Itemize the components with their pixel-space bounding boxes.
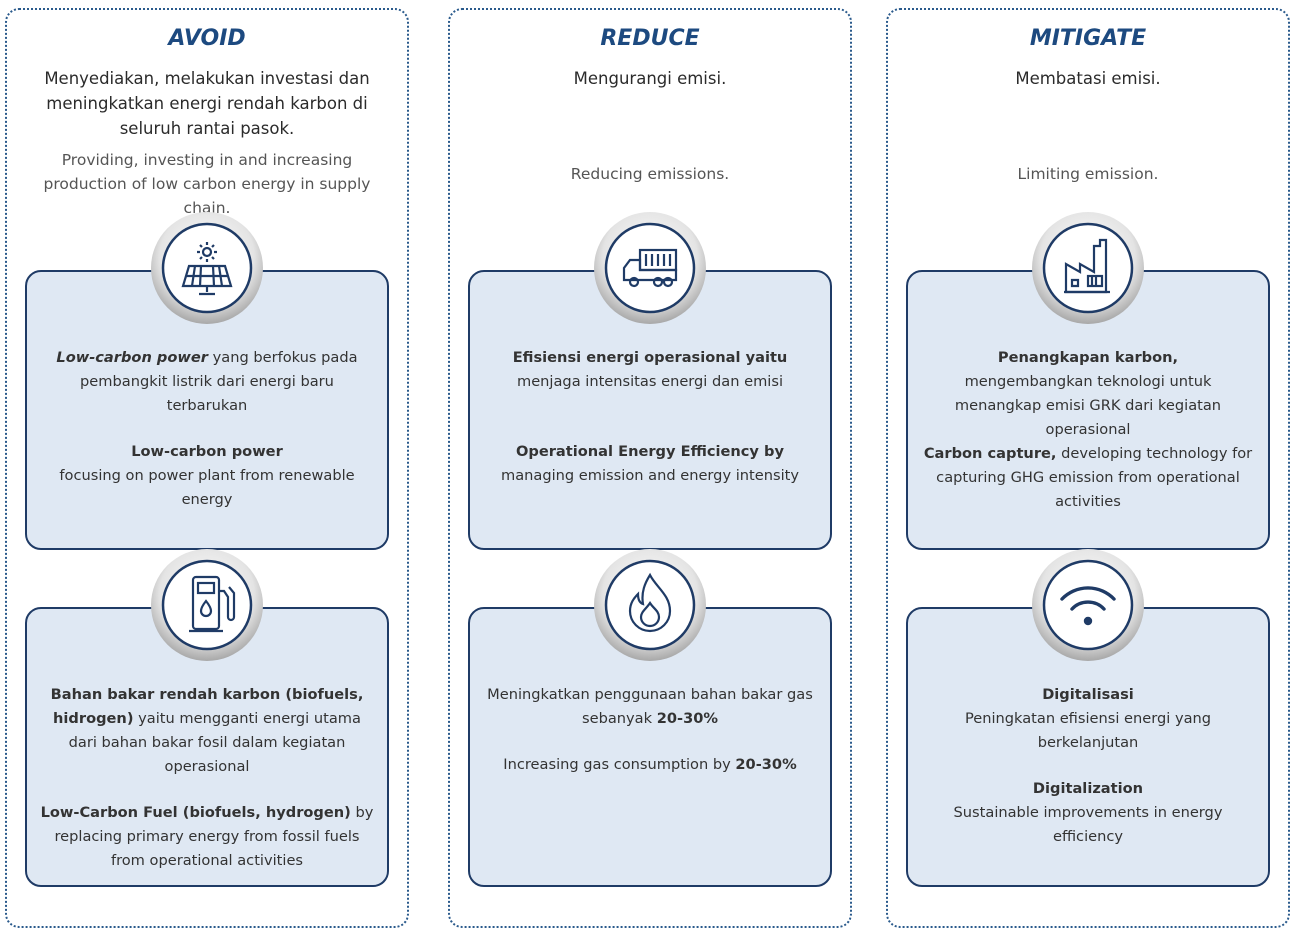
- card-paragraph: Increasing gas consumption by 20-30%: [482, 753, 818, 777]
- text-run: menjaga intensitas energi dan emisi: [516, 373, 783, 390]
- text-run: yaitu mengganti energi utama dari bahan …: [68, 710, 361, 775]
- icon: [594, 212, 706, 324]
- text-run: Efisiensi energi operasional yaitu: [512, 349, 788, 366]
- description-en: Providing, investing in and increasing p…: [43, 151, 371, 217]
- text-run: Sustainable improvements in energy effic…: [953, 804, 1223, 845]
- text-run: Operational Energy Efficiency by: [515, 443, 784, 460]
- card-paragraph: Low-carbon power yang berfokus pada pemb…: [39, 346, 375, 418]
- text-run: Digitalisasi: [1042, 686, 1134, 703]
- text-run: Low-carbon power: [131, 443, 283, 460]
- column-title: MITIGATE: [1029, 26, 1147, 51]
- text-run: Low-carbon power: [56, 349, 208, 366]
- description-id: Menyediakan, melakukan investasi dan men…: [44, 69, 370, 138]
- text-run: by replacing primary energy from fossil …: [54, 804, 374, 869]
- icon: [1032, 549, 1144, 661]
- text-run: Increasing gas consumption by: [503, 756, 736, 773]
- card-paragraph: Carbon capture, developing technology fo…: [920, 442, 1256, 514]
- text-run: developing technology for capturing GHG …: [936, 445, 1253, 510]
- card: Efisiensi energi operasional yaitu menja…: [468, 212, 832, 550]
- text-run: Digitalization: [1032, 780, 1144, 797]
- column: MITIGATE Membatasi emisi. Limiting emissio…: [886, 8, 1290, 928]
- icon: [1032, 212, 1144, 324]
- card: Meningkatkan penggunaan bahan bakar gas …: [468, 549, 832, 887]
- text-run: Meningkatkan penggunaan bahan bakar gas …: [487, 686, 813, 727]
- card-paragraph: Bahan bakar rendah karbon (biofuels, hid…: [39, 683, 375, 779]
- description-id: Mengurangi emisi.: [573, 69, 727, 88]
- description-id: Membatasi emisi.: [1015, 69, 1161, 88]
- text-run: focusing on power plant from renewable e…: [59, 467, 355, 508]
- column: REDUCE Mengurangi emisi. Reducing emission…: [448, 8, 852, 928]
- text-run: Penangkapan karbon,: [997, 349, 1179, 366]
- icon: [151, 212, 263, 324]
- text-run: Bahan bakar rendah karbon (biofuels, hid…: [50, 686, 364, 727]
- column-title: AVOID: [168, 26, 246, 51]
- card-paragraph: Digitalization Sustainable improvements i…: [920, 777, 1256, 849]
- card-paragraph: Efisiensi energi operasional yaitu menja…: [482, 346, 818, 394]
- card-paragraph: Low-Carbon Fuel (biofuels, hydrogen) by …: [39, 801, 375, 873]
- card-paragraph: Operational Energy Efficiency by managin…: [482, 440, 818, 488]
- text-run: 20-30%: [735, 756, 797, 773]
- icon: [594, 549, 706, 661]
- card: Bahan bakar rendah karbon (biofuels, hid…: [25, 549, 389, 887]
- card-paragraph: Meningkatkan penggunaan bahan bakar gas …: [482, 683, 818, 731]
- card-paragraph: Low-carbon power focusing on power plant …: [39, 440, 375, 512]
- text-run: Carbon capture,: [923, 445, 1057, 462]
- column-title: REDUCE: [600, 26, 700, 51]
- card-paragraph: Penangkapan karbon, mengembangkan teknolo…: [920, 346, 1256, 442]
- text-run: Peningkatan efisiensi energi yang berkel…: [964, 710, 1212, 751]
- card-paragraph: Digitalisasi Peningkatan efisiensi energi…: [920, 683, 1256, 755]
- text-run: mengembangkan teknologi untuk menangkap …: [954, 373, 1222, 438]
- card: Digitalisasi Peningkatan efisiensi energi…: [906, 549, 1270, 887]
- description-en: Limiting emission.: [1017, 165, 1159, 183]
- column: AVOID Menyediakan, melakukan investasi da…: [5, 8, 409, 928]
- text-run: managing emission and energy intensity: [500, 467, 799, 484]
- card: Penangkapan karbon, mengembangkan teknolo…: [906, 212, 1270, 550]
- text-run: yang berfokus pada pembangkit listrik da…: [80, 349, 358, 414]
- text-run: 20-30%: [656, 710, 718, 727]
- icon: [151, 549, 263, 661]
- description-en: Reducing emissions.: [570, 165, 730, 183]
- text-run: Low-Carbon Fuel (biofuels, hydrogen): [40, 804, 351, 821]
- card: Low-carbon power yang berfokus pada pemb…: [25, 212, 389, 550]
